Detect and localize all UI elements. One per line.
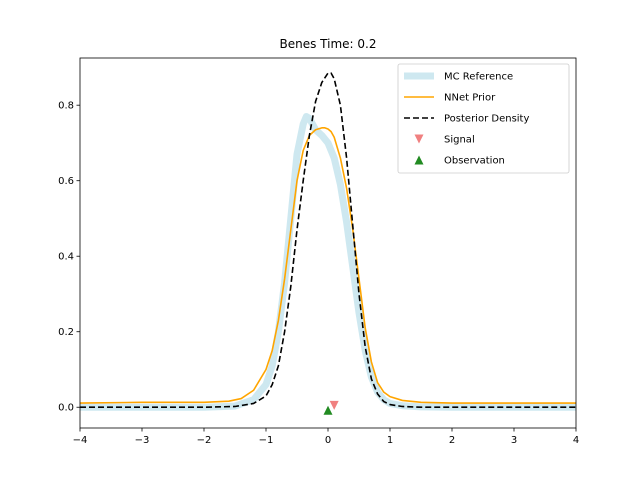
legend: MC Reference NNet Prior Posterior Density S… xyxy=(397,63,570,174)
series-posterior-density-line xyxy=(80,72,576,409)
x-axis: −4 −3 −2 −1 0 1 2 3 4 xyxy=(73,428,579,446)
y-tick-label: 0.6 xyxy=(58,176,74,187)
legend-label-mc-reference: MC Reference xyxy=(444,72,513,83)
chart-title: Benes Time: 0.2 xyxy=(280,37,377,51)
y-tick-label: 0.8 xyxy=(58,101,74,112)
x-tick-label: −2 xyxy=(197,435,212,446)
legend-box xyxy=(397,63,570,174)
legend-label-observation: Observation xyxy=(444,156,505,167)
legend-handle-signal xyxy=(414,134,424,144)
legend-label-signal: Signal xyxy=(444,135,475,146)
x-tick-label: 4 xyxy=(573,435,579,446)
x-tick-label: −3 xyxy=(135,435,150,446)
legend-handle-observation xyxy=(414,155,424,165)
series-signal-marker xyxy=(329,400,339,410)
y-tick-label: 0.2 xyxy=(58,327,74,338)
y-tick-label: 0.4 xyxy=(58,252,74,263)
plot-area xyxy=(80,72,576,415)
x-tick-label: −4 xyxy=(73,435,88,446)
series-observation-marker xyxy=(323,405,333,415)
series-mc-reference-line xyxy=(80,113,576,411)
x-tick-label: 0 xyxy=(325,435,331,446)
y-tick-label: 0.0 xyxy=(58,403,74,414)
x-tick-label: 3 xyxy=(511,435,517,446)
x-tick-label: 2 xyxy=(449,435,455,446)
y-axis: 0.0 0.2 0.4 0.6 0.8 xyxy=(58,101,80,414)
series-nnet-prior-line xyxy=(80,127,576,404)
legend-label-nnet-prior: NNet Prior xyxy=(444,93,496,104)
x-tick-label: −1 xyxy=(259,435,274,446)
x-tick-label: 1 xyxy=(387,435,393,446)
legend-label-posterior-density: Posterior Density xyxy=(444,114,529,125)
